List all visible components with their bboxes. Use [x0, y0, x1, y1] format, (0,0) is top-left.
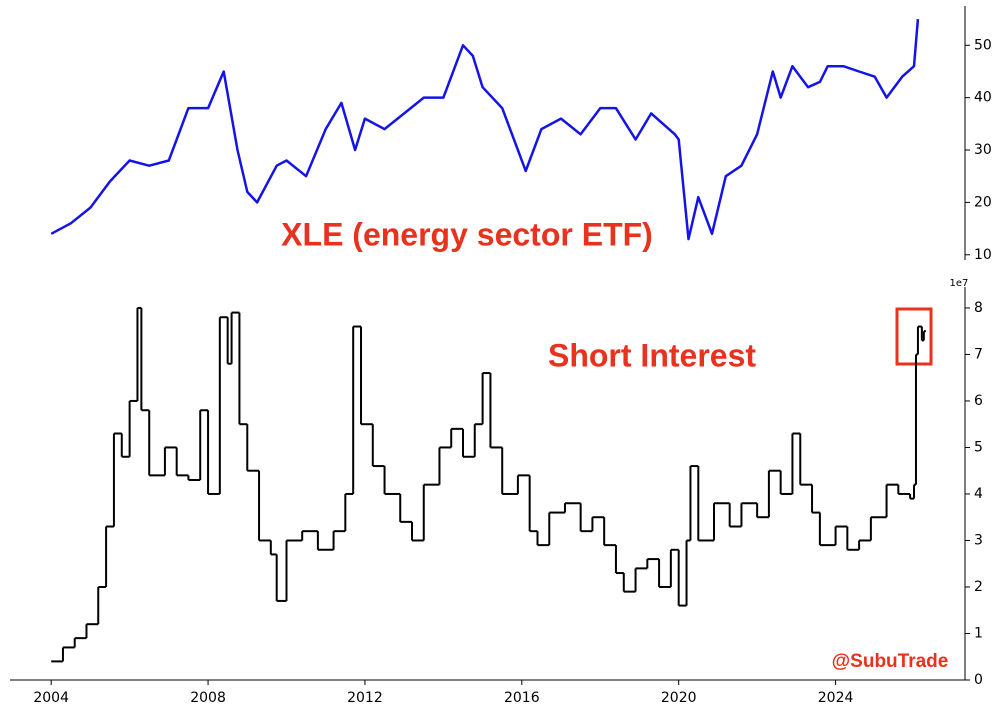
x-tick-label: 2004 [33, 690, 69, 706]
highlight-box [895, 307, 933, 366]
y-tick-label: 7 [974, 346, 983, 362]
x-tick-label: 2024 [818, 690, 854, 706]
x-tick-label: 2012 [347, 690, 383, 706]
y-tick-label: 10 [974, 247, 992, 263]
x-tick-label: 2016 [504, 690, 540, 706]
y-tick-label: 1 [974, 625, 983, 641]
y-tick-label: 50 [974, 37, 992, 53]
y-tick-label: 3 [974, 532, 983, 548]
y-tick-label: 8 [974, 300, 983, 316]
y-tick-label: 4 [974, 486, 983, 502]
x-tick-label: 2008 [190, 690, 226, 706]
annotation: @SubuTrade [832, 651, 949, 672]
y-tick-label: 20 [974, 194, 992, 210]
y-tick-label: 5 [974, 439, 983, 455]
data-line [50, 18, 920, 241]
y-tick-label: 30 [974, 142, 992, 158]
y-tick-label: 6 [974, 393, 983, 409]
x-tick-label: 2020 [661, 690, 697, 706]
annotation: XLE (energy sector ETF) [281, 216, 653, 252]
y-offset-label: 1e7 [950, 278, 969, 289]
y-tick-label: 40 [974, 90, 992, 106]
y-tick-label: 0 [974, 672, 983, 688]
y-tick-label: 2 [974, 579, 983, 595]
annotation: Short Interest [548, 337, 756, 373]
